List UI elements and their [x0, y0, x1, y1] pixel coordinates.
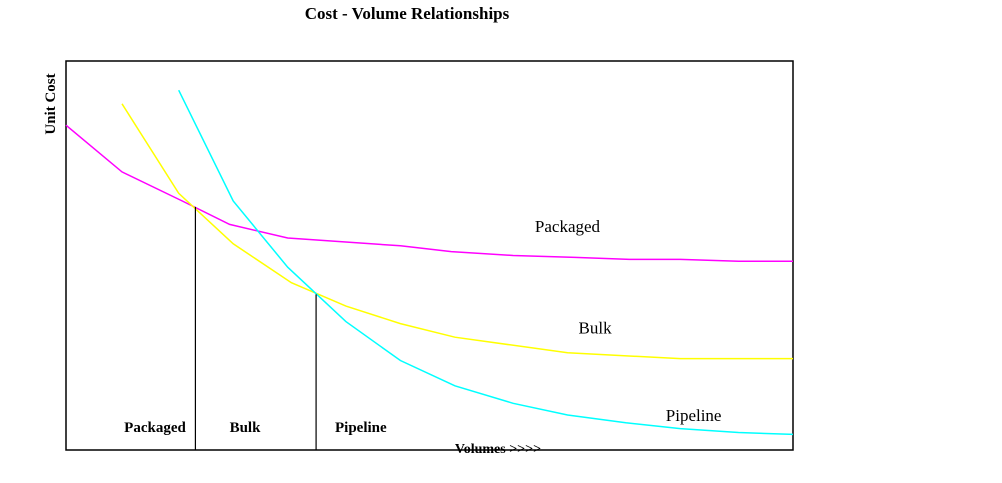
x-axis-label: Volumes >>>> — [455, 442, 541, 457]
series-label-bulk: Bulk — [579, 318, 613, 337]
series-line-pipeline — [178, 89, 794, 436]
chart-title: Cost - Volume Relationships — [305, 4, 510, 23]
series-label-pipeline: Pipeline — [666, 406, 722, 425]
series-line-packaged — [65, 124, 793, 263]
plot-area — [65, 60, 794, 451]
region-label-packaged: Packaged — [124, 420, 186, 436]
y-axis-label: Unit Cost — [43, 73, 59, 134]
series-label-packaged: Packaged — [535, 217, 601, 236]
region-label-bulk: Bulk — [230, 420, 262, 436]
region-label-pipeline: Pipeline — [335, 420, 387, 436]
series-line-bulk — [121, 103, 793, 360]
